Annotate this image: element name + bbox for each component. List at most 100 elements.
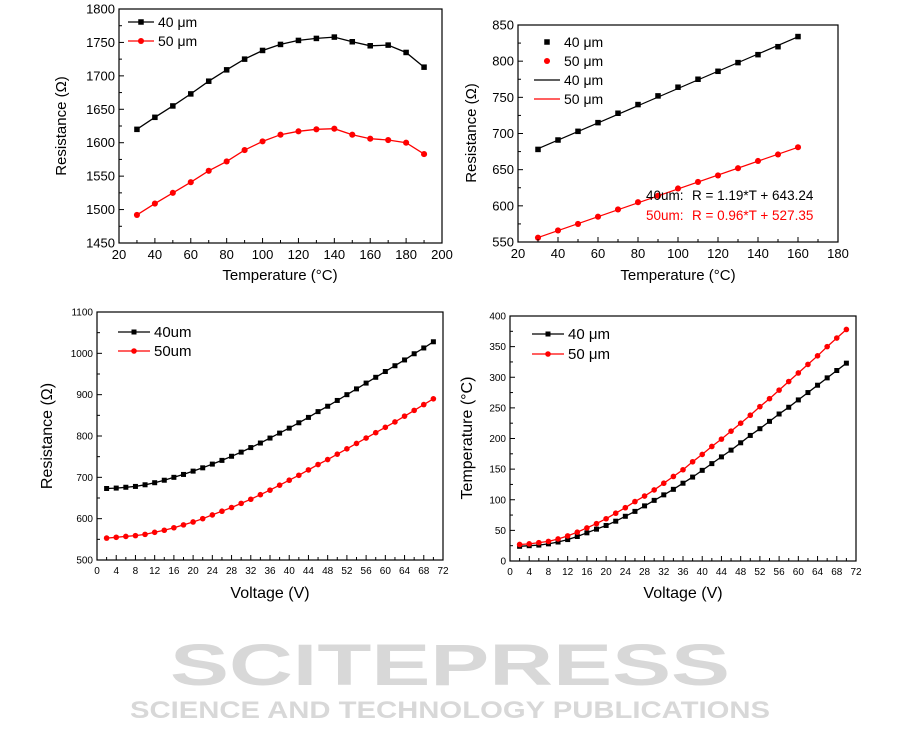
data-point — [241, 56, 248, 62]
data-point — [161, 477, 167, 483]
data-point — [564, 533, 571, 539]
x-tick-label: 80 — [631, 246, 645, 261]
x-tick-label: 12 — [562, 567, 574, 578]
data-point — [238, 449, 244, 455]
legend-label: 50um — [154, 343, 192, 360]
data-point — [612, 510, 619, 517]
data-point — [654, 192, 662, 199]
data-point — [313, 35, 320, 42]
chart-resistance-vs-voltage: 0 4 8 12 16 20 24 28 32 36 40 44 48 52 56 60 64 68 72 5006… — [39, 308, 449, 603]
data-point — [200, 465, 206, 471]
y-axis-title: Resistance (Ω) — [463, 83, 480, 183]
data-point — [113, 534, 120, 541]
data-point — [776, 411, 782, 417]
x-tick-label: 60 — [380, 566, 392, 577]
x-tick-label: 20 — [188, 566, 200, 577]
data-point — [171, 524, 177, 531]
data-point — [403, 49, 409, 56]
x-tick-label: 40 — [148, 247, 162, 262]
data-point — [709, 461, 715, 467]
x-tick-label: 64 — [399, 566, 411, 577]
data-point — [142, 482, 148, 488]
data-point — [331, 125, 338, 132]
y-tick-label: 200 — [489, 434, 506, 445]
data-point — [555, 137, 561, 143]
y-tick-label: 300 — [489, 373, 506, 384]
legend-marker — [138, 19, 144, 25]
data-point — [286, 425, 292, 431]
x-tick-label: 72 — [850, 567, 862, 578]
data-point — [199, 515, 206, 522]
data-point — [132, 483, 138, 489]
data-point — [735, 59, 741, 66]
data-point — [718, 436, 725, 442]
x-tick-label: 12 — [149, 566, 161, 577]
data-point — [695, 76, 701, 82]
x-tick-label: 48 — [322, 566, 334, 577]
data-point — [180, 522, 187, 528]
plot-marks — [534, 33, 802, 241]
x-tick-label: 20 — [601, 567, 613, 578]
data-point — [660, 480, 667, 487]
legend: 40 μm 50 μm — [128, 14, 197, 49]
x-tick-label: 100 — [252, 247, 274, 262]
x-tick-label: 36 — [264, 566, 276, 577]
data-point — [132, 532, 139, 539]
x-tick-label: 140 — [747, 246, 769, 261]
legend-label: 40 μm — [564, 72, 603, 88]
x-tick-label: 4 — [526, 567, 532, 578]
series-line — [136, 128, 425, 216]
data-point — [674, 185, 682, 192]
data-point — [545, 538, 552, 545]
x-axis-title: Temperature (°C) — [620, 267, 735, 284]
data-point — [680, 466, 686, 473]
data-point — [534, 234, 542, 241]
data-point — [267, 435, 273, 441]
data-point — [223, 67, 230, 73]
data-point — [738, 440, 744, 446]
x-tick-label: 52 — [341, 566, 353, 577]
y-axis-title: Resistance (Ω) — [39, 383, 56, 489]
y-axis-ticks: 500 600 700 800 900 1000 1100 — [71, 308, 102, 567]
series-line — [519, 362, 847, 547]
data-point — [247, 496, 254, 503]
data-point — [714, 172, 722, 179]
watermark-main-text: SCITEPRESS — [170, 633, 730, 698]
data-point — [296, 472, 302, 479]
data-point — [747, 432, 753, 438]
series-line — [136, 36, 425, 130]
data-point — [689, 458, 696, 465]
series-40um — [535, 33, 801, 153]
data-point — [635, 101, 641, 108]
plot-marks — [133, 34, 428, 218]
fit-equation-50-prefix: 50um: — [646, 208, 684, 223]
legend-marker — [544, 39, 550, 45]
x-tick-label: 56 — [774, 567, 786, 578]
y-tick-label: 400 — [489, 312, 506, 323]
y-tick-label: 1550 — [86, 169, 115, 184]
data-point — [392, 419, 398, 425]
data-point — [670, 473, 677, 480]
legend: 40um 50um — [118, 324, 192, 360]
legend-marker — [131, 329, 137, 335]
chart-temperature-vs-voltage: 0 4 8 12 16 20 24 28 32 36 40 44 48 52 56 60 64 68 72 0501… — [459, 312, 862, 603]
data-point — [385, 136, 392, 144]
data-point — [286, 477, 293, 484]
data-point — [603, 522, 609, 528]
legend-marker — [137, 37, 145, 45]
data-point — [699, 451, 706, 458]
data-point — [795, 370, 802, 376]
data-point — [169, 189, 176, 196]
data-point — [402, 357, 408, 363]
data-point — [373, 374, 379, 380]
data-point — [815, 382, 821, 388]
legend-marker — [545, 351, 551, 357]
data-point — [651, 497, 657, 503]
x-tick-label: 8 — [133, 566, 139, 577]
x-tick-label: 180 — [827, 246, 849, 261]
x-axis-title: Voltage (V) — [643, 585, 722, 602]
data-point — [133, 211, 140, 218]
data-point — [641, 493, 648, 499]
legend-item: 40 μm — [534, 72, 603, 88]
data-point — [142, 531, 148, 538]
